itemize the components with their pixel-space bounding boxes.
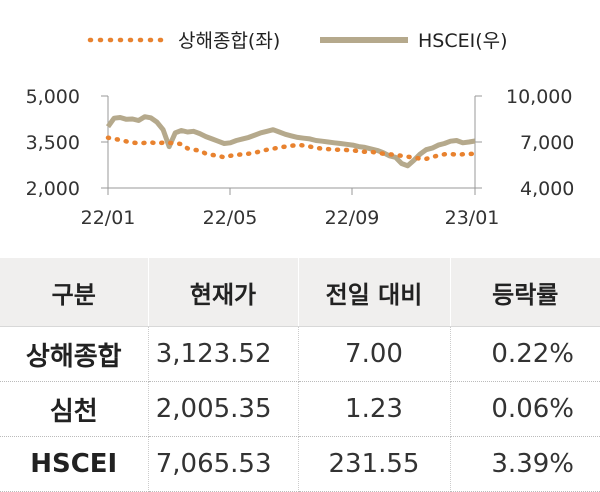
- table-row: HSCEI 7,065.53 231.55 3.39%: [0, 436, 600, 492]
- row-rate: 0.22%: [450, 326, 600, 382]
- y-left-tick-label: 3,500: [26, 132, 80, 154]
- row-rate: 0.06%: [450, 381, 600, 437]
- table-row: 상해종합 3,123.52 7.00 0.22%: [0, 326, 600, 382]
- row-change: 231.55: [298, 436, 451, 492]
- row-name: 심천: [0, 381, 149, 437]
- header-category: 구분: [0, 258, 149, 327]
- legend-label-hscei: HSCEI(우): [418, 30, 508, 52]
- y-right-ticks: 10,000 7,000 4,000: [475, 86, 574, 200]
- y-left-tick-label: 5,000: [26, 86, 80, 108]
- x-tick-label: 22/01: [81, 207, 136, 229]
- row-change: 7.00: [298, 326, 451, 382]
- x-tick-label: 22/05: [203, 207, 258, 229]
- table-row: 심천 2,005.35 1.23 0.06%: [0, 381, 600, 437]
- quote-table: 구분 현재가 전일 대비 등락률 상해종합 3,123.52 7.00 0.22…: [0, 258, 600, 492]
- y-right-tick-label: 10,000: [506, 86, 572, 108]
- row-price: 2,005.35: [148, 381, 299, 437]
- series-line-hscei: [105, 114, 476, 169]
- row-price: 7,065.53: [148, 436, 299, 492]
- row-change: 1.23: [298, 381, 451, 437]
- header-rate: 등락률: [450, 258, 600, 327]
- row-price: 3,123.52: [148, 326, 299, 382]
- legend-label-shanghai: 상해종합(좌): [178, 30, 280, 52]
- y-right-tick-label: 7,000: [520, 132, 574, 154]
- x-tick-label: 22/09: [325, 207, 380, 229]
- row-name: HSCEI: [0, 436, 149, 492]
- y-left-tick-label: 2,000: [26, 178, 80, 200]
- row-rate: 3.39%: [450, 436, 600, 492]
- header-change: 전일 대비: [298, 258, 451, 327]
- legend: 상해종합(좌) HSCEI(우): [87, 30, 508, 52]
- chart: 상해종합(좌) HSCEI(우) 5,000 3,500 2,000 10,00…: [26, 30, 575, 229]
- header-price: 현재가: [148, 258, 299, 327]
- table-header-row: 구분 현재가 전일 대비 등락률: [0, 258, 600, 327]
- x-tick-label: 23/01: [445, 207, 500, 229]
- y-left-ticks: 5,000 3,500 2,000: [26, 86, 108, 200]
- series-line-shanghai: [105, 135, 478, 162]
- y-right-tick-label: 4,000: [520, 178, 574, 200]
- x-ticks: 22/01 22/05 22/09 23/01: [81, 188, 500, 229]
- row-name: 상해종합: [0, 326, 149, 382]
